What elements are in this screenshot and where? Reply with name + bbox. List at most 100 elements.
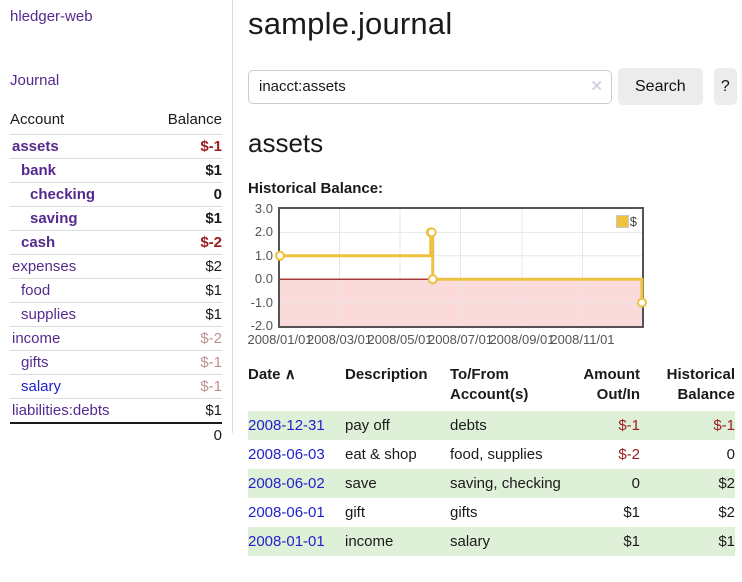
help-button[interactable]: ?: [713, 68, 737, 105]
search-button[interactable]: Search: [618, 68, 703, 105]
txn-description: save: [345, 475, 377, 492]
account-link-expenses[interactable]: expenses: [12, 258, 77, 275]
txn-date-link[interactable]: 2008-01-01: [248, 533, 325, 550]
txn-amount: 0: [631, 475, 640, 492]
account-row: liabilities:debts $1: [10, 398, 222, 424]
clear-search-icon[interactable]: ✕: [590, 77, 603, 95]
txn-amount: $-2: [618, 446, 640, 463]
txn-header-accounts: To/From Account(s): [450, 366, 529, 403]
account-balance: $1: [205, 210, 222, 227]
y-axis-tick: 0.0: [254, 271, 273, 287]
txn-accounts: debts: [450, 417, 487, 434]
account-row: supplies $1: [10, 302, 222, 327]
txn-description: gift: [345, 504, 366, 521]
y-axis-tick: -1.0: [250, 294, 273, 310]
account-link-food[interactable]: food: [21, 282, 51, 299]
x-axis-tick: 2008/11/01: [550, 332, 615, 347]
account-link-salary[interactable]: salary: [21, 378, 62, 395]
historical-balance-chart[interactable]: $ 3.0 2.0 1.0 0.0 -1.0 -2.0 2008/01/01 2008/03/…: [247, 201, 668, 350]
chart-plot-area[interactable]: $: [275, 207, 647, 328]
account-balance: $-2: [200, 330, 222, 347]
accounts-header-account: Account: [10, 111, 65, 128]
transaction-row[interactable]: 2008-06-02 save saving, checking 0 $2: [248, 469, 735, 498]
account-row: assets $-1: [10, 134, 222, 159]
account-link-saving[interactable]: saving: [30, 210, 78, 227]
txn-header-description: Description: [345, 366, 428, 383]
txn-date-link[interactable]: 2008-06-01: [248, 504, 325, 521]
txn-date-link[interactable]: 2008-12-31: [248, 417, 325, 434]
account-link-income[interactable]: income: [12, 330, 61, 347]
txn-header-date[interactable]: Date ∧: [248, 366, 296, 383]
txn-amount: $-1: [618, 417, 640, 434]
account-balance: $-1: [200, 138, 222, 155]
account-row: expenses $2: [10, 254, 222, 279]
chart-canvas: [275, 209, 647, 326]
txn-accounts: saving, checking: [450, 475, 561, 492]
transaction-row[interactable]: 2008-12-31 pay off debts $-1 $-1: [248, 411, 735, 440]
account-link-checking[interactable]: checking: [30, 186, 96, 203]
txn-balance: $1: [718, 533, 735, 550]
txn-amount: $1: [623, 533, 640, 550]
account-row: income $-2: [10, 326, 222, 351]
account-balance: $-1: [200, 354, 222, 371]
txn-amount: $1: [623, 504, 640, 521]
brand-link[interactable]: hledger-web: [10, 8, 93, 25]
txn-description: income: [345, 533, 394, 550]
account-link-gifts[interactable]: gifts: [21, 354, 49, 371]
transaction-row[interactable]: 2008-06-01 gift gifts $1 $2: [248, 498, 735, 527]
account-row: cash $-2: [10, 230, 222, 255]
sidebar-item-journal[interactable]: Journal: [10, 72, 60, 89]
x-axis-tick: 2008/05/01: [367, 332, 433, 347]
account-balance: $1: [205, 162, 222, 179]
account-link-bank[interactable]: bank: [21, 162, 57, 179]
account-heading: assets: [248, 128, 324, 158]
account-balance: 0: [213, 186, 222, 203]
account-row: food $1: [10, 278, 222, 303]
y-axis-tick: -2.0: [250, 318, 273, 333]
accounts-total: 0: [213, 427, 222, 444]
account-link-liabilities-debts[interactable]: liabilities:debts: [12, 402, 110, 419]
chart-legend: $: [615, 214, 637, 229]
y-axis-tick: 1.0: [254, 247, 273, 263]
txn-accounts: food, supplies: [450, 446, 543, 463]
x-axis-tick: 2008/01/01: [247, 332, 313, 347]
account-link-assets[interactable]: assets: [12, 138, 59, 155]
account-row: salary $-1: [10, 374, 222, 399]
txn-description: eat & shop: [345, 446, 417, 463]
y-axis-tick: 3.0: [254, 201, 273, 216]
txn-date-link[interactable]: 2008-06-02: [248, 475, 325, 492]
txn-header-amount: Amount Out/In: [583, 366, 640, 403]
sort-asc-icon: ∧: [284, 366, 296, 383]
transaction-row[interactable]: 2008-06-03 eat & shop food, supplies $-2…: [248, 440, 735, 469]
page-title: sample.journal: [248, 6, 453, 41]
transactions-table: Date ∧ Description To/From Account(s) Am…: [248, 363, 735, 556]
account-row: saving $1: [10, 206, 222, 231]
txn-description: pay off: [345, 417, 390, 434]
account-balance: $1: [205, 402, 222, 419]
txn-balance: $-1: [713, 417, 735, 434]
main-content: sample.journal ✕ Search ? assets Histori…: [247, 0, 737, 556]
accounts-table: Account Balance assets $-1 bank $1 check…: [10, 107, 222, 447]
txn-accounts: gifts: [450, 504, 478, 521]
sidebar: hledger-web Journal Account Balance asse…: [0, 0, 233, 444]
legend-swatch-icon: [615, 215, 629, 228]
transaction-row[interactable]: 2008-01-01 income salary $1 $1: [248, 527, 735, 556]
account-balance: $1: [205, 306, 222, 323]
txn-balance: $2: [718, 504, 735, 521]
txn-balance: 0: [726, 446, 735, 463]
account-link-supplies[interactable]: supplies: [21, 306, 77, 323]
x-axis-tick: 2008/07/01: [427, 332, 494, 347]
account-balance: $1: [205, 282, 222, 299]
search-input[interactable]: [248, 69, 612, 104]
accounts-total-row: 0: [10, 423, 222, 447]
x-axis-tick: 2008/03/01: [306, 332, 373, 347]
txn-accounts: salary: [450, 533, 491, 550]
account-link-cash[interactable]: cash: [21, 234, 56, 251]
account-balance: $-1: [200, 378, 222, 395]
txn-date-link[interactable]: 2008-06-03: [248, 446, 325, 463]
search-form: ✕ Search ?: [248, 68, 737, 105]
chart-label: Historical Balance:: [248, 180, 384, 197]
account-balance: $-2: [200, 234, 222, 251]
account-balance: $2: [205, 258, 222, 275]
y-axis-tick: 2.0: [254, 224, 273, 240]
